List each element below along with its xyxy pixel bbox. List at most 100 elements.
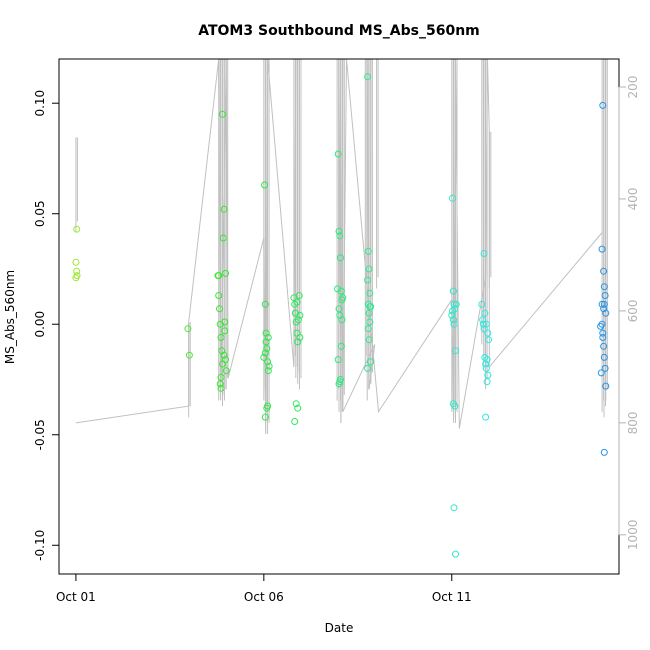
data-point xyxy=(364,325,372,333)
data-point xyxy=(479,316,487,324)
right-axis: 200 400 600 800 1000 xyxy=(618,76,640,551)
data-point xyxy=(334,356,342,364)
data-point xyxy=(599,101,607,109)
data-point xyxy=(483,356,491,364)
data-point xyxy=(292,318,300,326)
data-point xyxy=(294,404,302,412)
data-point xyxy=(335,305,343,313)
data-point xyxy=(600,353,608,361)
right-tick-label: 800 xyxy=(626,411,640,434)
data-point xyxy=(221,318,229,326)
x-tick-label: Oct 01 xyxy=(56,590,96,604)
data-point xyxy=(262,338,270,346)
data-point xyxy=(600,342,608,350)
data-point xyxy=(261,413,269,421)
data-point xyxy=(294,338,302,346)
data-point xyxy=(72,258,80,266)
data-point xyxy=(295,292,303,299)
data-point xyxy=(482,320,490,328)
data-point xyxy=(292,400,300,408)
data-point xyxy=(452,347,459,355)
data-point xyxy=(365,309,373,317)
data-point xyxy=(365,265,373,273)
data-point xyxy=(220,205,228,213)
data-point xyxy=(481,309,489,317)
data-point xyxy=(600,283,608,291)
data-point xyxy=(217,384,225,392)
data-point xyxy=(217,373,225,381)
data-point xyxy=(448,311,456,319)
data-point xyxy=(291,300,299,308)
data-point xyxy=(450,300,458,308)
data-point xyxy=(222,269,229,277)
data-point xyxy=(222,367,230,375)
data-point xyxy=(449,316,457,324)
data-point xyxy=(296,311,304,319)
data-point xyxy=(483,378,491,386)
data-point xyxy=(482,364,490,372)
right-tick-label: 1000 xyxy=(626,520,640,551)
data-point xyxy=(481,353,489,361)
data-point xyxy=(337,287,345,295)
data-point xyxy=(260,353,268,361)
right-tick-label: 200 xyxy=(626,76,640,99)
x-axis-label: Date xyxy=(325,621,354,635)
data-point xyxy=(600,305,608,313)
y-tick-label: -0.10 xyxy=(33,530,47,561)
y-axis: -0.10 -0.05 0.00 0.05 0.10 xyxy=(33,90,59,561)
data-point xyxy=(451,402,459,410)
data-point xyxy=(221,327,229,335)
points-layer xyxy=(72,73,610,558)
data-point xyxy=(261,181,269,189)
data-point xyxy=(335,227,343,235)
data-point xyxy=(482,360,490,368)
data-point xyxy=(449,307,456,315)
data-point xyxy=(264,334,272,341)
x-axis: Oct 01 Oct 06 Oct 11 xyxy=(56,573,472,604)
data-point xyxy=(220,351,228,359)
data-point xyxy=(294,316,302,324)
chart-title: ATOM3 Southbound MS_Abs_560nm xyxy=(198,23,480,39)
data-point xyxy=(185,351,193,359)
data-point xyxy=(215,272,223,280)
data-point xyxy=(599,329,607,337)
data-point xyxy=(261,300,269,308)
data-point xyxy=(364,364,372,372)
data-point xyxy=(336,378,344,386)
y-tick-label: -0.05 xyxy=(33,419,47,450)
data-point xyxy=(449,287,457,295)
data-point xyxy=(338,316,346,324)
data-point xyxy=(479,320,487,328)
data-point xyxy=(602,309,610,317)
data-point xyxy=(599,334,607,341)
data-point xyxy=(264,367,272,375)
data-point xyxy=(264,358,272,366)
data-point xyxy=(73,272,81,280)
data-point xyxy=(600,300,608,308)
data-point xyxy=(365,336,373,344)
data-point xyxy=(601,364,609,372)
data-point xyxy=(217,334,225,341)
data-point xyxy=(222,356,229,364)
data-point xyxy=(366,289,374,297)
data-point xyxy=(482,413,490,421)
data-point xyxy=(601,292,609,299)
data-point xyxy=(364,247,372,255)
data-point xyxy=(215,292,223,299)
data-point xyxy=(449,194,456,202)
data-point xyxy=(334,285,341,293)
data-point xyxy=(262,329,270,337)
data-point xyxy=(598,245,606,253)
data-point xyxy=(364,73,372,81)
y-tick-label: 0.00 xyxy=(33,311,47,338)
data-point xyxy=(600,267,608,275)
data-point xyxy=(597,369,605,377)
y-tick-label: 0.05 xyxy=(33,200,47,227)
data-point xyxy=(264,402,272,410)
data-point xyxy=(480,250,488,257)
x-tick-label: Oct 11 xyxy=(432,590,472,604)
data-point xyxy=(452,300,460,308)
data-point xyxy=(598,320,606,328)
data-point xyxy=(451,305,459,313)
